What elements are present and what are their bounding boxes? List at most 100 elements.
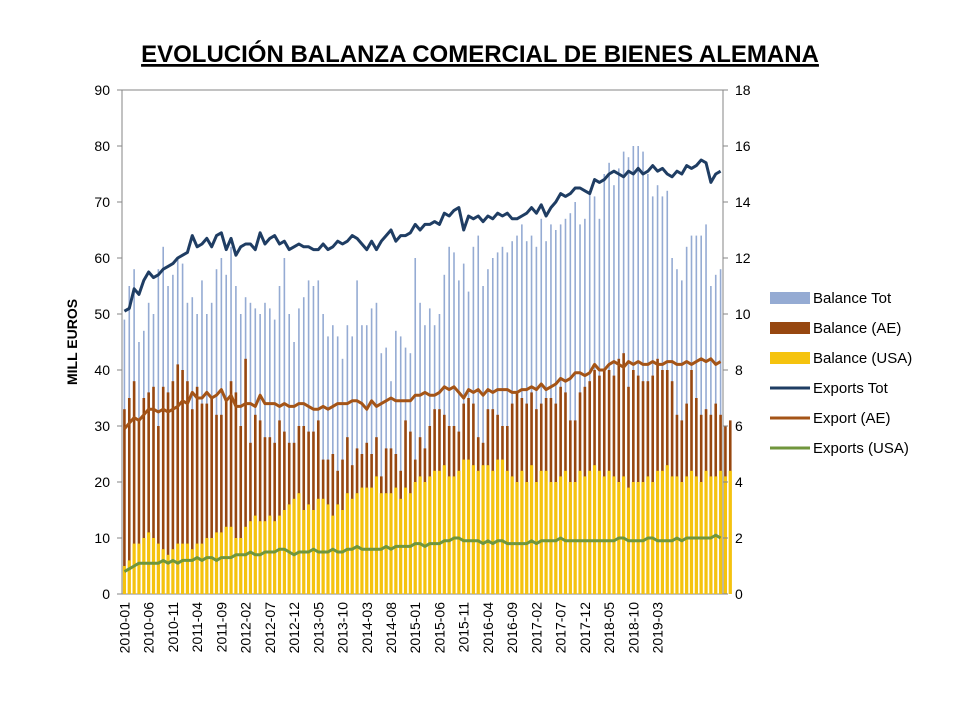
bar bbox=[408, 493, 412, 594]
bar bbox=[554, 482, 558, 594]
bar bbox=[263, 521, 267, 594]
x-tick-label: 2016-04 bbox=[480, 602, 496, 654]
bar bbox=[248, 521, 253, 594]
bar bbox=[350, 498, 354, 594]
x-tick-label: 2010-06 bbox=[141, 602, 157, 654]
legend-item-exports_usa: Exports (USA) bbox=[770, 440, 909, 457]
bar bbox=[224, 398, 228, 594]
x-tick-label: 2011-09 bbox=[213, 602, 229, 653]
bar bbox=[229, 526, 233, 594]
bar bbox=[283, 258, 286, 594]
bar bbox=[297, 493, 301, 594]
bar bbox=[501, 246, 504, 595]
bar bbox=[195, 543, 199, 594]
bar bbox=[457, 470, 461, 594]
bar bbox=[418, 476, 422, 594]
x-tick-label: 2018-10 bbox=[625, 602, 641, 654]
bar bbox=[636, 482, 640, 594]
bar bbox=[544, 470, 548, 594]
x-tick-label: 2014-03 bbox=[359, 602, 375, 654]
bar bbox=[660, 470, 665, 594]
bar bbox=[414, 258, 417, 594]
y-axis-title: MILL EUROS bbox=[64, 299, 80, 385]
bar bbox=[161, 549, 165, 594]
bar bbox=[365, 487, 369, 594]
legend-label: Exports Tot bbox=[813, 380, 889, 397]
bar bbox=[617, 358, 621, 594]
bar bbox=[592, 465, 597, 594]
y-tick-label-left: 50 bbox=[94, 306, 110, 322]
bar bbox=[637, 146, 639, 594]
y-tick-label-left: 30 bbox=[94, 418, 110, 434]
bar bbox=[655, 470, 660, 594]
bar bbox=[214, 532, 219, 594]
bar bbox=[326, 504, 330, 594]
bar bbox=[597, 470, 602, 594]
y-tick-label-left: 60 bbox=[94, 250, 110, 266]
bar bbox=[268, 515, 272, 594]
bar bbox=[452, 476, 456, 594]
bar bbox=[462, 459, 466, 594]
legend-label: Balance (USA) bbox=[813, 350, 912, 367]
x-tick-label: 2017-02 bbox=[528, 602, 544, 654]
bar bbox=[520, 470, 524, 594]
y-tick-label-left: 80 bbox=[94, 138, 110, 154]
bar bbox=[273, 521, 277, 594]
bar bbox=[665, 465, 669, 594]
bar bbox=[186, 381, 189, 594]
line-series-exports_tot bbox=[123, 158, 722, 313]
x-tick-label: 2018-05 bbox=[601, 602, 617, 654]
bar bbox=[622, 476, 626, 594]
bar bbox=[477, 235, 480, 594]
bar bbox=[709, 476, 713, 594]
legend-label: Balance Tot bbox=[813, 290, 892, 307]
bar bbox=[147, 392, 150, 594]
bar bbox=[311, 510, 316, 594]
bar bbox=[437, 470, 442, 594]
x-tick-label: 2011-04 bbox=[189, 602, 205, 653]
legend-swatch bbox=[770, 292, 810, 304]
bar bbox=[622, 353, 625, 594]
bar bbox=[137, 543, 141, 594]
legend-item-balance_ae: Balance (AE) bbox=[770, 320, 901, 337]
bar bbox=[704, 470, 708, 594]
bar bbox=[331, 515, 335, 594]
bar bbox=[583, 476, 587, 594]
x-tick-label: 2010-01 bbox=[116, 602, 132, 654]
bar bbox=[282, 510, 286, 594]
y-tick-label-right: 16 bbox=[735, 138, 751, 154]
bar bbox=[156, 543, 160, 594]
bar bbox=[258, 420, 262, 594]
x-tick-label: 2010-11 bbox=[165, 602, 181, 653]
bar bbox=[380, 353, 383, 594]
bar bbox=[433, 470, 437, 594]
bar bbox=[287, 504, 291, 594]
y-tick-label-right: 12 bbox=[735, 250, 751, 266]
x-tick-label: 2015-11 bbox=[456, 602, 472, 653]
bar bbox=[127, 398, 131, 594]
bar bbox=[321, 498, 325, 594]
bar bbox=[205, 403, 209, 594]
bar bbox=[316, 498, 320, 594]
bar bbox=[670, 476, 674, 594]
bar bbox=[370, 487, 374, 594]
y-tick-label-right: 6 bbox=[735, 418, 743, 434]
bar bbox=[689, 470, 694, 594]
bar bbox=[210, 398, 213, 594]
y-tick-label-right: 8 bbox=[735, 362, 743, 378]
bar bbox=[389, 493, 393, 594]
bar bbox=[515, 482, 519, 594]
bar bbox=[180, 543, 185, 594]
x-tick-label: 2015-01 bbox=[407, 602, 423, 654]
bar bbox=[132, 381, 136, 594]
bar bbox=[491, 470, 495, 594]
y-tick-label-left: 20 bbox=[94, 474, 110, 490]
x-tick-label: 2019-03 bbox=[650, 602, 666, 654]
bar bbox=[277, 515, 282, 594]
y-tick-label-right: 2 bbox=[735, 530, 743, 546]
bar bbox=[127, 560, 131, 594]
line-series-export_ae bbox=[123, 357, 722, 430]
x-tick-label: 2012-12 bbox=[286, 602, 302, 654]
bar bbox=[157, 426, 160, 594]
